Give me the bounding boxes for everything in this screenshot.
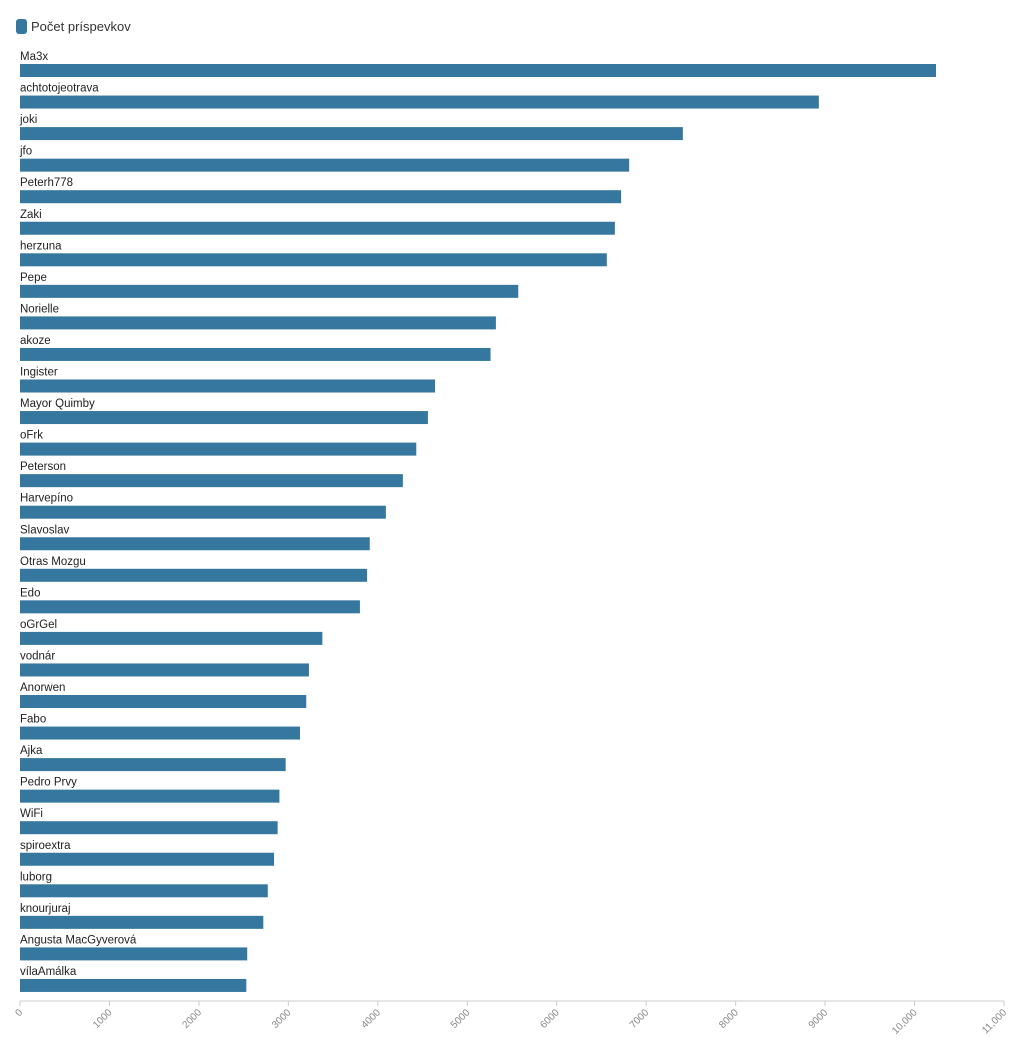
category-label: joki (19, 114, 37, 126)
category-label: spiroextra (20, 840, 71, 852)
x-tick-label: 7000 (628, 1007, 652, 1031)
bar (20, 695, 307, 708)
bar (20, 789, 280, 803)
bar (20, 284, 519, 298)
legend-label: Počet príspevkov (31, 19, 131, 34)
bar (20, 190, 622, 204)
category-label: Zaki (20, 209, 42, 221)
x-tick-label: 6000 (538, 1007, 562, 1031)
x-tick-label: 5000 (449, 1007, 473, 1031)
bar (20, 64, 937, 77)
x-tick-label: 0 (13, 1007, 25, 1019)
category-label: Harvepíno (20, 493, 73, 505)
x-tick-label: 8000 (717, 1007, 741, 1031)
category-label: Mayor Quimby (20, 398, 95, 410)
bar (20, 379, 436, 393)
category-label: Ma3x (20, 51, 48, 63)
category-label: herzuna (20, 240, 62, 252)
bar (20, 347, 491, 361)
category-label: Pedro Prvy (20, 777, 77, 789)
bar (20, 663, 309, 677)
bar (20, 95, 819, 109)
bar (20, 726, 300, 740)
bar (20, 568, 368, 582)
bar (20, 127, 683, 141)
category-label: oFrk (20, 430, 43, 442)
bar (20, 884, 268, 898)
bar (20, 600, 360, 614)
bar (20, 537, 370, 551)
category-label: WiFi (20, 808, 43, 820)
category-label: jfo (19, 146, 32, 158)
category-label: Angusta MacGyverová (20, 934, 137, 946)
bar (20, 474, 403, 488)
x-tick-label: 3000 (270, 1007, 294, 1031)
bar (20, 316, 496, 330)
x-tick-label: 4000 (359, 1007, 383, 1031)
bar (20, 253, 607, 267)
x-tick-label: 9000 (807, 1007, 831, 1031)
category-label: knourjuraj (20, 903, 71, 915)
bar (20, 411, 428, 425)
x-tick-label: 1000 (91, 1007, 115, 1031)
category-label: Peterh778 (20, 177, 73, 189)
category-label: Peterson (20, 461, 66, 473)
category-label: Slavoslav (20, 524, 69, 536)
category-label: oGrGel (20, 619, 57, 631)
x-tick-label: 10,000 (890, 1007, 920, 1037)
legend-swatch (16, 19, 27, 34)
bar (20, 947, 248, 961)
category-label: Pepe (20, 272, 47, 284)
category-label: Ajka (20, 745, 43, 757)
bar (20, 852, 275, 866)
category-label: Otras Mozgu (20, 556, 86, 568)
category-label: Ingister (20, 367, 58, 379)
category-label: luborg (20, 871, 52, 883)
category-label: vodnár (20, 650, 55, 662)
category-label: Fabo (20, 714, 46, 726)
bar (20, 442, 417, 456)
category-label: Edo (20, 587, 40, 599)
legend: Počet príspevkov (16, 19, 131, 34)
bar (20, 758, 286, 772)
x-tick-label: 2000 (181, 1007, 205, 1031)
bar (20, 158, 630, 172)
bar (20, 978, 247, 992)
bar (20, 821, 278, 835)
category-label: vílaAmálka (20, 966, 77, 978)
category-label: Anorwen (20, 682, 65, 694)
bar (20, 505, 386, 519)
bar (20, 221, 615, 235)
x-tick-label: 11,000 (980, 1007, 1009, 1036)
category-label: achtotojeotrava (20, 83, 99, 95)
bar (20, 631, 323, 645)
bar (20, 915, 264, 929)
category-label: akoze (20, 335, 51, 347)
category-label: Norielle (20, 303, 59, 315)
